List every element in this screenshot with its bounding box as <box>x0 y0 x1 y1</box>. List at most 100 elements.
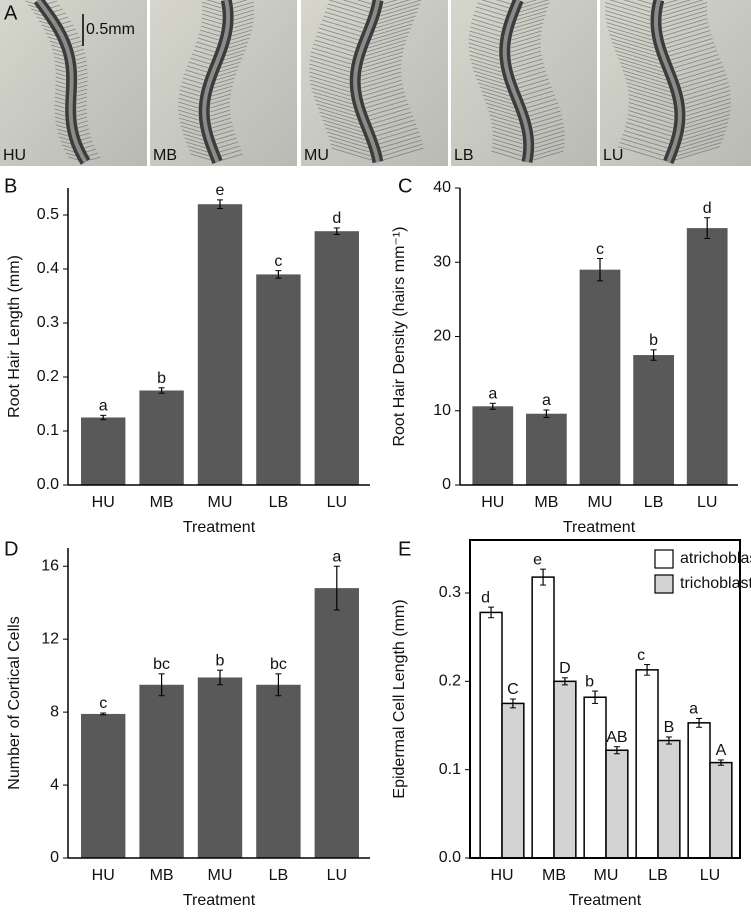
root-hair <box>628 102 675 117</box>
root-hair <box>372 23 413 37</box>
root-hair <box>531 114 562 125</box>
root-hair <box>492 134 523 145</box>
root-hair <box>77 84 88 89</box>
root-hair <box>329 0 370 13</box>
root-hair <box>231 29 252 37</box>
root-hair <box>316 103 357 117</box>
root-hair <box>77 68 88 73</box>
bar <box>197 204 243 485</box>
root-hair <box>76 60 87 65</box>
root-hair <box>364 91 405 105</box>
root-hair <box>330 143 371 157</box>
root-hair <box>365 95 406 109</box>
legend-swatch <box>654 549 674 569</box>
bar <box>139 390 184 485</box>
y-tick-label: 0.3 <box>37 314 59 331</box>
y-tick-label: 0.1 <box>37 422 59 439</box>
root-hair <box>510 34 542 45</box>
root-hair <box>199 29 220 37</box>
root-hair <box>533 146 565 157</box>
root-hair <box>605 2 651 17</box>
root-hair <box>485 102 517 113</box>
root-hair <box>211 89 232 97</box>
root-hair <box>468 42 499 53</box>
root-hair <box>615 50 661 65</box>
root-hair <box>317 107 358 121</box>
root-hair <box>222 57 243 65</box>
root-hair <box>371 111 412 125</box>
root-hair <box>187 145 208 153</box>
root-hair <box>229 37 250 45</box>
root-hair <box>82 140 93 145</box>
root-hair <box>369 31 410 45</box>
root-hair <box>663 22 709 37</box>
root-hair <box>473 14 504 25</box>
root-hair <box>233 5 255 13</box>
root-hair <box>79 132 91 137</box>
root-hair <box>27 4 39 9</box>
root-hair <box>475 74 506 85</box>
root-hair <box>53 52 64 57</box>
x-tick-label: LB <box>644 494 664 511</box>
root-hair <box>682 126 728 141</box>
root-hair <box>366 39 407 53</box>
root-hair <box>627 90 674 105</box>
root-hair <box>381 0 422 13</box>
root-hair <box>233 1 254 9</box>
root-hair <box>186 65 208 73</box>
root-hair <box>57 132 69 137</box>
root-hair <box>673 54 719 69</box>
root-hair <box>178 109 199 117</box>
x-tick-label: HU <box>92 867 115 884</box>
bar <box>531 576 555 859</box>
root-hair <box>230 33 251 41</box>
root-hair <box>77 64 88 69</box>
x-tick-label: LB <box>269 494 289 511</box>
significance-letter: e <box>533 551 542 568</box>
root-hair <box>223 53 244 61</box>
root-hair <box>605 18 651 33</box>
x-axis-title: Treatment <box>183 519 256 536</box>
root-hair <box>679 134 725 149</box>
root-hair <box>362 83 403 97</box>
x-tick-label: MB <box>150 494 174 511</box>
root-hair <box>45 32 57 37</box>
root-hair <box>218 65 240 73</box>
root-core <box>353 0 381 163</box>
root-hair <box>47 0 58 5</box>
root-hair <box>623 0 652 9</box>
root-hair <box>54 96 65 101</box>
root-hair <box>685 98 731 113</box>
root-hair <box>472 18 503 29</box>
root-hair <box>676 62 723 77</box>
x-tick-label: MB <box>150 867 174 884</box>
root-hair <box>178 113 199 121</box>
root-hair <box>511 30 542 41</box>
root-hair <box>488 110 519 121</box>
root-hair <box>478 82 509 93</box>
root-hair <box>78 124 89 129</box>
root-hair <box>228 41 249 49</box>
root-hair <box>491 150 522 161</box>
root-hair <box>178 105 199 113</box>
root-hair <box>515 14 546 25</box>
root-hair <box>225 49 246 57</box>
significance-letter: b <box>216 652 225 669</box>
root-hair <box>534 142 565 153</box>
significance-letter: bc <box>153 656 170 673</box>
root-hair <box>477 2 508 13</box>
root-hair <box>189 149 210 157</box>
root-hair <box>327 3 369 17</box>
root-hair <box>492 130 523 141</box>
root-hair <box>47 36 58 41</box>
root-hair <box>361 59 402 73</box>
root-hair <box>363 47 405 61</box>
root-hair <box>380 135 421 149</box>
root-hair <box>52 48 63 53</box>
root-hair <box>311 87 352 101</box>
root-hair <box>77 80 88 85</box>
root-hair <box>221 149 242 157</box>
root-hair <box>233 13 255 21</box>
y-axis-title: Root Hair Density (hairs mm⁻¹) <box>391 226 408 446</box>
